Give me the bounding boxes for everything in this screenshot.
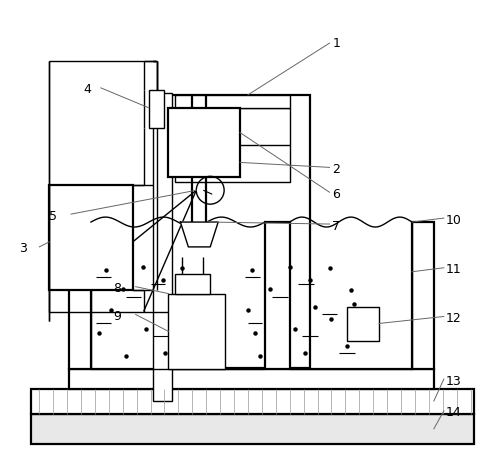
Bar bbox=[347, 307, 379, 341]
Bar bbox=[175, 274, 210, 294]
Bar bbox=[31, 389, 474, 414]
Bar bbox=[69, 369, 434, 389]
Bar bbox=[175, 95, 290, 108]
Text: 7: 7 bbox=[332, 219, 340, 232]
Text: 2: 2 bbox=[332, 163, 340, 176]
Polygon shape bbox=[180, 222, 218, 247]
Text: 14: 14 bbox=[446, 407, 461, 419]
Bar bbox=[49, 185, 133, 290]
Bar bbox=[31, 414, 474, 444]
Text: 11: 11 bbox=[446, 263, 461, 276]
Text: 8: 8 bbox=[113, 282, 121, 295]
Bar bbox=[175, 108, 290, 182]
Text: 5: 5 bbox=[49, 210, 57, 223]
Text: 10: 10 bbox=[446, 213, 462, 226]
Text: 3: 3 bbox=[19, 243, 27, 255]
Bar bbox=[149, 90, 165, 128]
Text: 9: 9 bbox=[113, 310, 121, 323]
Bar bbox=[168, 294, 225, 369]
Text: 6: 6 bbox=[332, 188, 340, 201]
Bar bbox=[156, 95, 310, 368]
Text: 1: 1 bbox=[332, 36, 340, 49]
Text: 4: 4 bbox=[83, 83, 91, 97]
Text: 12: 12 bbox=[446, 312, 461, 325]
Bar bbox=[153, 93, 172, 401]
Bar bbox=[69, 222, 91, 369]
Bar bbox=[168, 108, 240, 177]
Bar bbox=[265, 222, 290, 369]
Text: 13: 13 bbox=[446, 375, 461, 388]
Bar bbox=[412, 222, 434, 369]
